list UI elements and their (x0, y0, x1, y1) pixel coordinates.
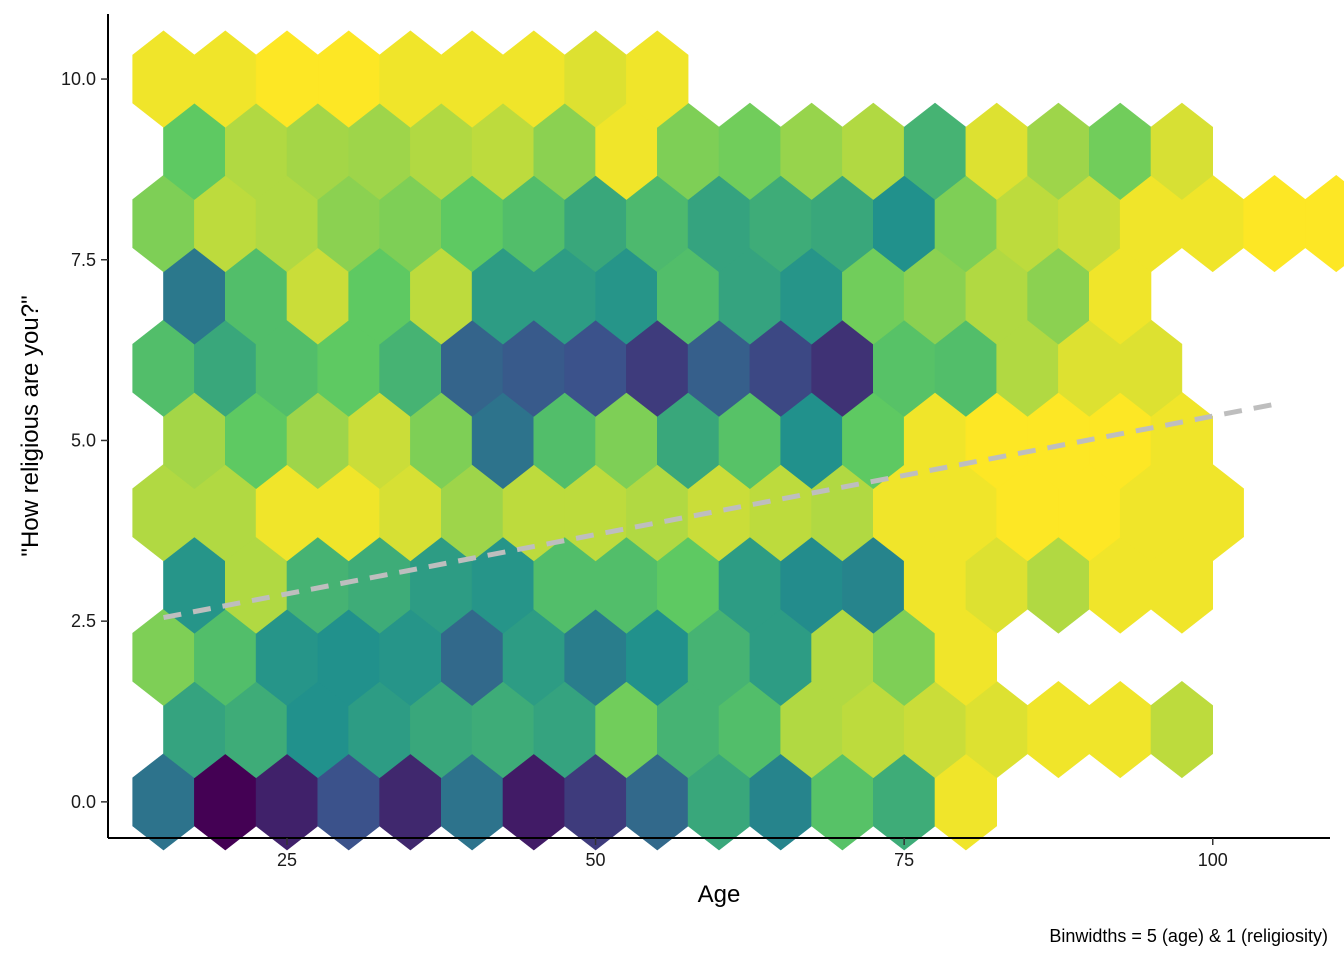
y-tick-label: 0.0 (71, 792, 96, 812)
x-tick-label: 100 (1198, 850, 1228, 870)
x-tick-label: 75 (894, 850, 914, 870)
x-tick-label: 25 (277, 850, 297, 870)
axes-layer: 25 50 75 100 0.0 2.5 5.0 7.5 10.0 (61, 14, 1330, 870)
y-tick-label: 5.0 (71, 430, 96, 450)
x-axis-title: Age (698, 881, 741, 908)
trend-line-layer (163, 401, 1275, 620)
hex-bin (1150, 102, 1213, 200)
hex-bin (1243, 175, 1306, 273)
y-tick-label: 2.5 (71, 611, 96, 631)
chart-caption: Binwidths = 5 (age) & 1 (religiosity) (1049, 926, 1328, 946)
hex-bin (1150, 681, 1213, 779)
hex-bin (1089, 681, 1152, 779)
hexagon-layer (132, 30, 1344, 851)
hex-bin (1027, 681, 1090, 779)
y-tick-label: 10.0 (61, 69, 96, 89)
hex-bin (626, 30, 689, 128)
trend-line (163, 401, 1275, 620)
y-tick-label: 7.5 (71, 250, 96, 270)
y-axis-title: "How religious are you?" (17, 295, 44, 556)
hex-bin (1305, 175, 1344, 273)
x-tick-label: 50 (586, 850, 606, 870)
